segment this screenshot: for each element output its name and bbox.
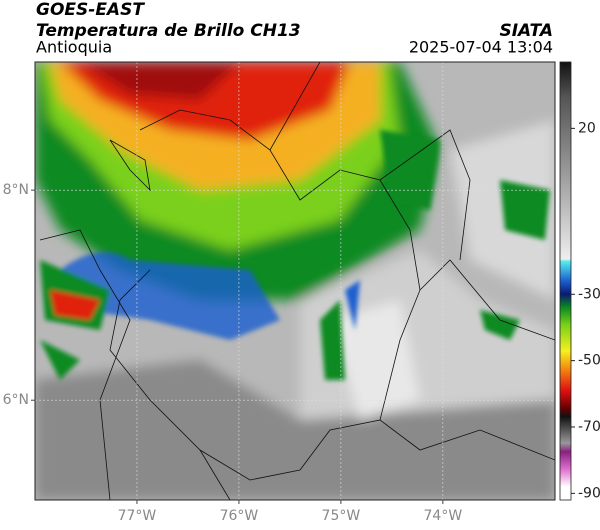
- datetime: 2025-07-04 13:04: [409, 38, 553, 57]
- satellite-image: [35, 62, 555, 500]
- title: Temperatura de Brillo CH13: [36, 21, 301, 41]
- colorbar-tick-label: -90: [578, 485, 600, 501]
- x-tick-label: 75°W: [322, 508, 361, 524]
- colorbar-tick-label: -50: [578, 353, 600, 369]
- y-tick-label: 6°N: [3, 392, 29, 408]
- x-tick-label: 76°W: [220, 508, 259, 524]
- brand: SIATA: [499, 21, 553, 41]
- colorbar: [559, 61, 572, 501]
- x-tick-label: 77°W: [118, 508, 157, 524]
- source: GOES-EAST: [36, 0, 145, 20]
- colorbar-tick-label: -30: [578, 286, 600, 302]
- y-tick-label: 8°N: [3, 182, 29, 198]
- region: Antioquia: [36, 38, 112, 57]
- graticule: [35, 62, 555, 500]
- map-frame: [34, 61, 556, 501]
- colorbar-tick-label: 20: [578, 120, 596, 136]
- x-tick-label: 74°W: [424, 508, 463, 524]
- colorbar-tick-label: -70: [578, 419, 600, 435]
